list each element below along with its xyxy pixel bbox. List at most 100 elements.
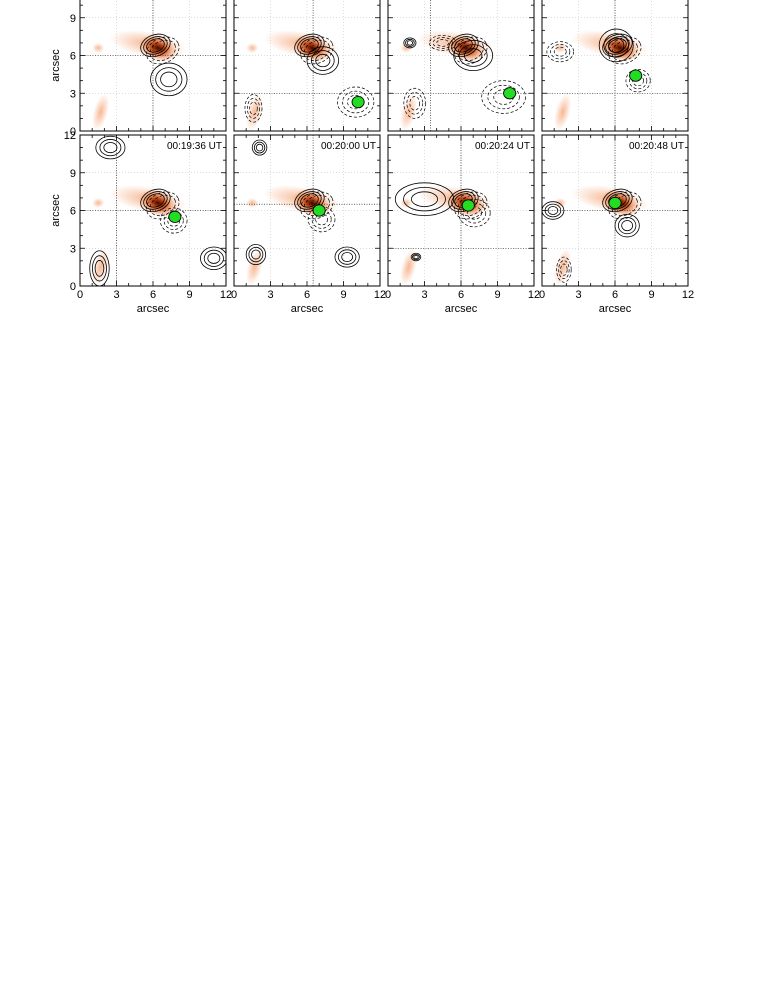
dashed-contour (246, 98, 260, 119)
solid-contour (464, 48, 483, 63)
x-tick-label: 9 (340, 289, 346, 301)
solid-contour (405, 38, 415, 47)
solid-contour-core (297, 36, 322, 55)
solid-contour (155, 67, 183, 92)
dashed-contour-core (149, 39, 176, 62)
solid-contour-core (146, 38, 165, 53)
dashed-contour (311, 209, 332, 229)
dashed-contour (629, 72, 648, 90)
solid-contour-core (605, 191, 630, 210)
dashed-contour (244, 94, 263, 123)
map-panel-7: 0 3 6 9 12 arcsec 00:20:24 UT (385, 134, 540, 315)
dashed-contour (487, 84, 520, 110)
x-axis-title: arcsec (445, 303, 478, 315)
dashed-contour (342, 90, 370, 114)
y-tick-label: 9 (70, 168, 76, 180)
x-axis-title: arcsec (599, 303, 632, 315)
y-tick-label: 0 (70, 126, 76, 138)
dashed-contour (553, 46, 567, 57)
panel-plot-area (80, 135, 226, 286)
y-tick-label: 9 (70, 13, 76, 25)
solid-contour (403, 186, 446, 212)
time-label: 00:20:24 UT (475, 141, 530, 152)
x-tick-label: 12 (682, 289, 694, 301)
green-source (168, 210, 182, 223)
solid-contour (306, 46, 340, 75)
solid-contour-core (140, 188, 171, 213)
green-source (503, 87, 517, 100)
solid-contour-core (454, 38, 473, 53)
map-panel-8: 0 3 6 9 12 arcsec 00:20:48 UT (539, 134, 694, 315)
emission-core (139, 189, 177, 217)
emission-footpoint (246, 93, 264, 131)
green-source (312, 204, 326, 217)
solid-contour (103, 142, 118, 154)
dashed-contour-core (457, 39, 484, 62)
solid-contour (160, 71, 178, 88)
emission-spot (554, 42, 567, 53)
emission-core (601, 34, 639, 62)
solid-contour-core (300, 193, 319, 208)
time-label: 00:19:36 UT (167, 141, 222, 152)
x-tick-label: 9 (494, 289, 500, 301)
solid-contour (315, 53, 331, 68)
y-axis-title: arcsec (50, 49, 62, 82)
emission-footpoint (92, 93, 110, 131)
dashed-contour (556, 256, 572, 283)
panel-plot-area (388, 135, 534, 286)
y-axis-title: arcsec (50, 194, 62, 227)
x-tick-label: 0 (539, 289, 545, 301)
green-source (629, 69, 643, 82)
solid-contour (251, 139, 268, 156)
solid-contour-core (146, 193, 165, 208)
solid-contour (403, 37, 417, 49)
emission-core (139, 34, 177, 62)
solid-contour (603, 33, 629, 58)
solid-contour (618, 217, 637, 235)
dashed-contour-core (457, 194, 484, 217)
solid-contour (200, 246, 226, 271)
emission-spot (554, 197, 567, 208)
y-tick-label: 12 (64, 130, 76, 142)
solid-contour (608, 37, 625, 54)
map-panel-4 (541, 0, 689, 132)
x-tick-label: 6 (304, 289, 310, 301)
solid-contour (94, 260, 105, 277)
map-panel-2 (233, 0, 381, 132)
solid-contour (99, 139, 122, 157)
solid-contour-core (143, 36, 168, 55)
dashed-contour (546, 41, 574, 63)
solid-contour (542, 201, 565, 220)
solid-contour (207, 252, 221, 264)
y-tick-label: 6 (70, 206, 76, 218)
dashed-contour (462, 202, 487, 224)
map-panel-5: 0 3 6 9 12 arcsec 0 3 6 9 12 arcsec 00:19:36 UT (50, 130, 232, 315)
green-source (608, 196, 622, 210)
solid-contour (255, 143, 264, 152)
emission-footpoint (554, 93, 572, 131)
dashed-contour (432, 37, 453, 49)
emission-spot (246, 197, 259, 208)
x-axis-title: arcsec (291, 303, 324, 315)
x-tick-label: 12 (374, 289, 386, 301)
emission-spot (246, 42, 259, 53)
y-tick-label: 0 (70, 281, 76, 293)
solid-contour-core (602, 188, 633, 213)
solid-contour-core (140, 33, 171, 58)
solid-contour (334, 246, 360, 268)
dashed-contour-core (300, 191, 334, 220)
solid-contour-core (300, 38, 319, 53)
time-label: 00:20:48 UT (629, 141, 684, 152)
solid-contour (458, 44, 488, 67)
emission-footpoint (400, 93, 418, 131)
solid-contour (245, 244, 267, 266)
x-tick-label: 9 (648, 289, 654, 301)
dashed-contour (409, 96, 421, 111)
dashed-contour (550, 44, 571, 60)
green-source (351, 95, 365, 109)
solid-contour (547, 206, 559, 215)
panel-plot-area (542, 0, 688, 131)
dashed-contour (560, 263, 568, 276)
map-panel-1: 0 3 6 9 arcsec (50, 0, 227, 138)
dashed-contour (429, 35, 457, 51)
